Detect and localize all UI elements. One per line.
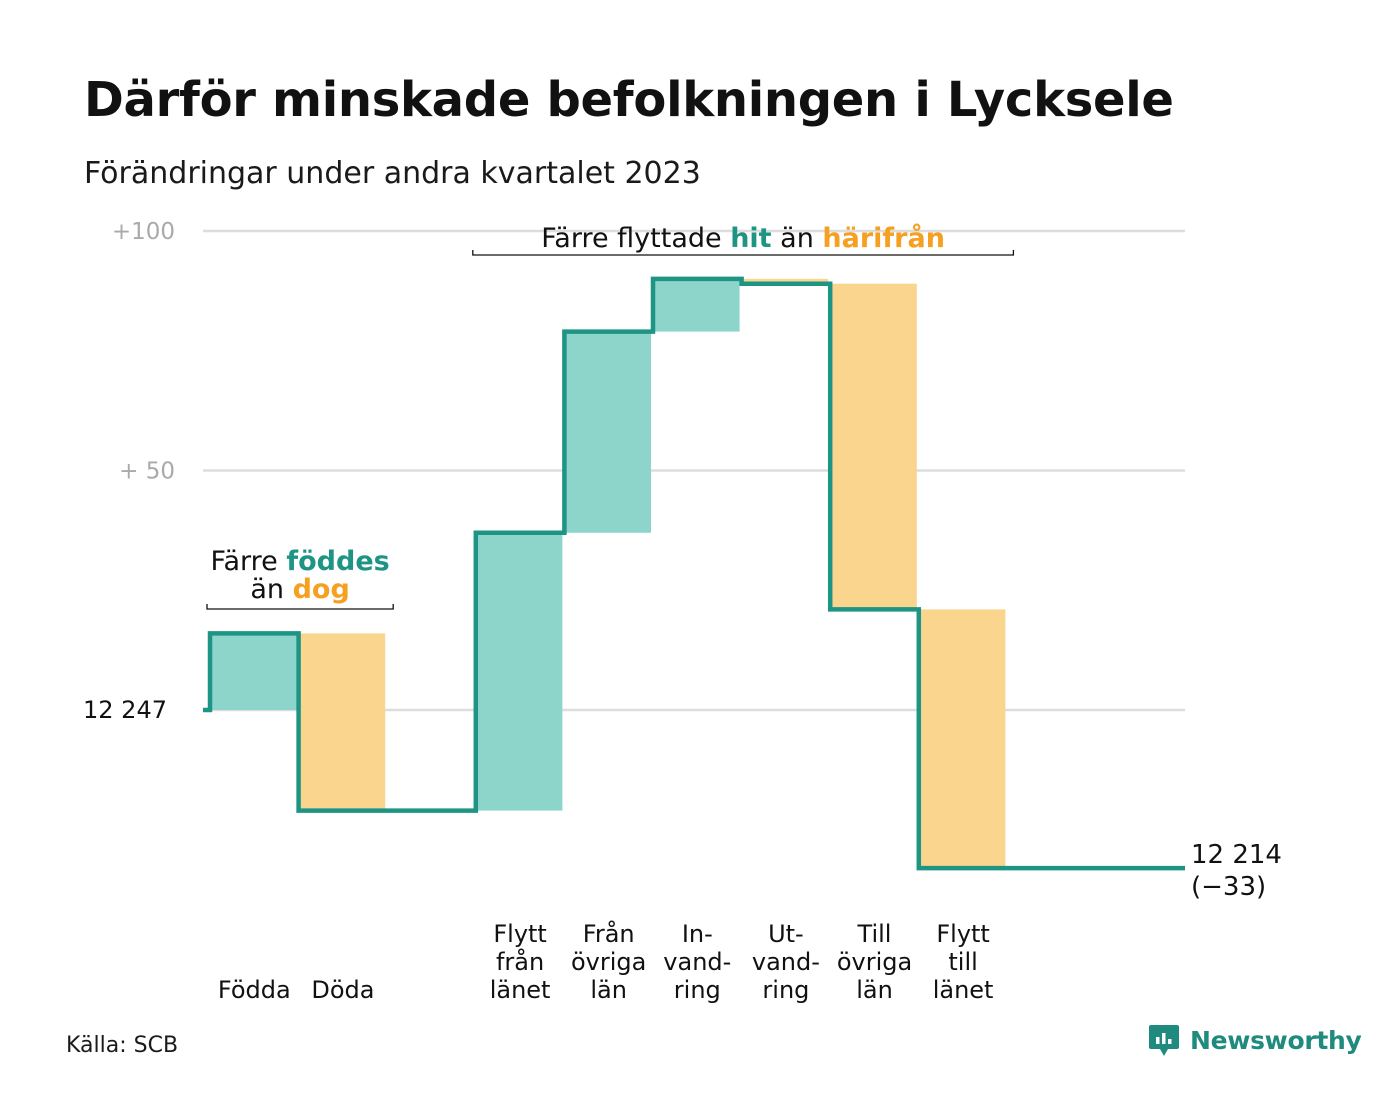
category-label: Flytt till länet (933, 920, 994, 1004)
category-label: In-vand-ring (663, 920, 731, 1004)
annotation-text: Färre föddes (210, 546, 389, 577)
y-tick-label: + 50 (119, 459, 175, 485)
increase-bar (477, 532, 563, 811)
y-tick-label: +100 (112, 219, 175, 245)
annotation-text: än dog (250, 574, 349, 605)
category-label: Döda (311, 976, 374, 1004)
category-label: Från övriga län (571, 919, 646, 1004)
start-value-label: 12 247 (83, 696, 167, 724)
bar-chart-bubble-icon (1149, 1025, 1179, 1056)
category-label: Födda (218, 976, 291, 1004)
chart-title: Därför minskade befolkningen i Lycksele (84, 72, 1174, 128)
end-change-label: (−33) (1191, 872, 1266, 902)
decrease-bar (832, 283, 917, 610)
category-label: Till övriga län (837, 920, 912, 1004)
decrease-bar (743, 278, 829, 284)
category-label: Flytt från länet (490, 920, 551, 1004)
category-label: Ut-vand-ring (752, 920, 820, 1004)
source-note: Källa: SCB (66, 1033, 179, 1058)
decrease-bar (920, 609, 1006, 869)
brand-name: Newsworthy (1190, 1025, 1362, 1055)
brand-logo[interactable]: Newsworthy (1148, 1022, 1362, 1058)
annotation-bracket (206, 604, 394, 610)
annotation-text: Färre flyttade hit än härifrån (541, 222, 945, 254)
decrease-bar (300, 633, 386, 811)
cumulative-step-line (203, 276, 1185, 871)
annotation-bracket (472, 250, 1015, 256)
increase-bar (566, 331, 651, 533)
end-value-label: 12 214 (1191, 840, 1282, 870)
chart-subtitle: Förändringar under andra kvartalet 2023 (84, 156, 701, 191)
increase-bar (655, 278, 740, 332)
increase-bar (212, 633, 297, 710)
